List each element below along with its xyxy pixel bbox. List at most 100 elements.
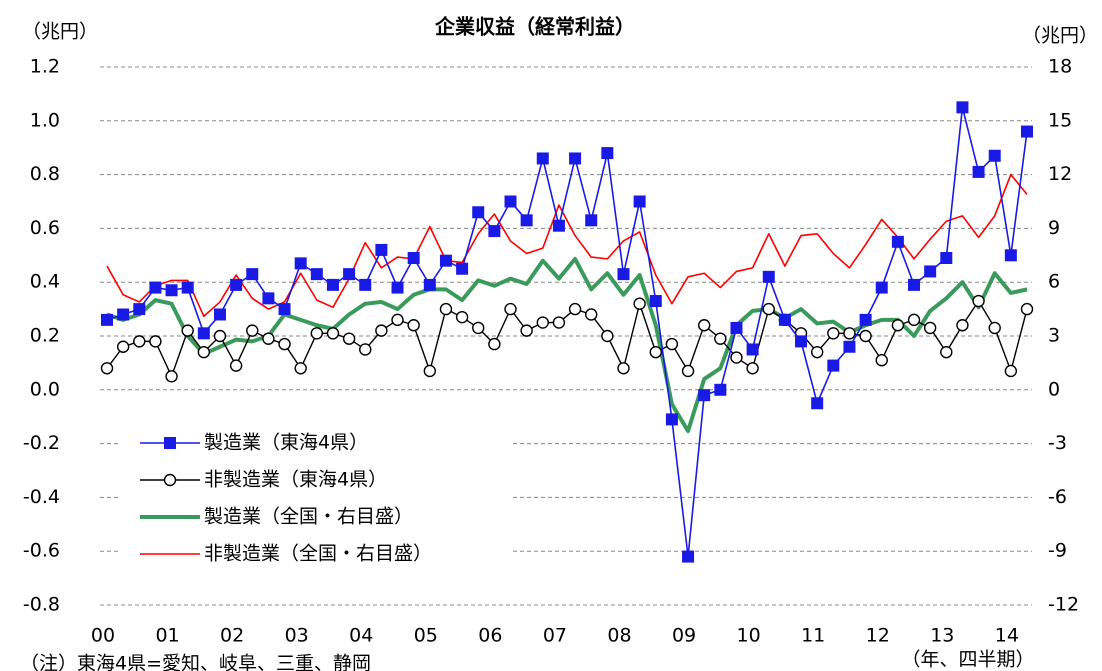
marker bbox=[455, 310, 469, 324]
marker bbox=[682, 550, 695, 563]
marker bbox=[988, 149, 1001, 162]
marker bbox=[391, 313, 404, 327]
marker bbox=[956, 319, 969, 332]
marker bbox=[488, 337, 501, 351]
x-tick-label: 06 bbox=[478, 625, 502, 647]
x-tick-label: 02 bbox=[220, 625, 244, 647]
x-tick-label: 00 bbox=[91, 625, 115, 647]
marker bbox=[472, 206, 485, 219]
marker bbox=[133, 303, 146, 316]
marker bbox=[439, 302, 453, 316]
marker bbox=[117, 308, 130, 321]
marker bbox=[246, 324, 259, 337]
x-tick-label: 12 bbox=[866, 625, 890, 647]
marker bbox=[326, 327, 340, 340]
marker bbox=[407, 319, 420, 332]
marker bbox=[133, 335, 146, 348]
y2-tick-label: -9 bbox=[1048, 540, 1067, 562]
marker bbox=[633, 297, 646, 310]
marker bbox=[149, 281, 162, 294]
marker bbox=[681, 364, 695, 378]
marker bbox=[795, 335, 808, 348]
marker bbox=[504, 195, 517, 208]
x-tick-label: 03 bbox=[285, 625, 309, 647]
marker bbox=[294, 362, 307, 375]
marker bbox=[875, 354, 888, 367]
x-tick-label: 04 bbox=[349, 625, 373, 647]
marker bbox=[923, 321, 937, 335]
y2-tick-label: 6 bbox=[1048, 271, 1060, 293]
legend-label: 非製造業（全国・右目盛） bbox=[204, 543, 432, 565]
marker bbox=[1004, 249, 1017, 262]
marker bbox=[359, 343, 372, 356]
marker bbox=[649, 295, 662, 308]
y-tick-label: -0.8 bbox=[23, 594, 60, 616]
marker bbox=[940, 345, 953, 359]
marker bbox=[778, 313, 791, 326]
marker bbox=[891, 235, 904, 248]
y2-tick-label: 3 bbox=[1048, 325, 1060, 347]
marker bbox=[197, 345, 211, 359]
marker bbox=[907, 313, 921, 327]
legend-marker bbox=[163, 473, 177, 487]
y-tick-label: 1.0 bbox=[30, 109, 60, 131]
marker bbox=[859, 313, 872, 326]
marker bbox=[730, 321, 743, 334]
y-tick-label: 0.4 bbox=[30, 271, 60, 293]
y-tick-label: -0.6 bbox=[23, 540, 60, 562]
marker bbox=[972, 294, 985, 308]
marker bbox=[552, 316, 566, 329]
marker bbox=[827, 359, 840, 372]
y2-tick-label: -6 bbox=[1048, 486, 1067, 508]
marker bbox=[246, 268, 259, 281]
marker bbox=[536, 316, 549, 329]
marker bbox=[359, 278, 372, 291]
marker bbox=[633, 195, 646, 208]
marker bbox=[310, 268, 323, 281]
marker bbox=[665, 413, 678, 426]
marker bbox=[262, 292, 275, 305]
y2-unit: （兆円） bbox=[1022, 25, 1098, 47]
y-tick-label: 0.8 bbox=[30, 163, 60, 185]
marker bbox=[891, 319, 905, 332]
marker bbox=[165, 370, 178, 383]
marker bbox=[213, 329, 227, 343]
marker bbox=[294, 257, 307, 270]
marker bbox=[972, 165, 985, 178]
marker bbox=[601, 147, 614, 160]
marker bbox=[342, 332, 356, 345]
marker bbox=[1004, 364, 1018, 378]
marker bbox=[746, 343, 759, 356]
y-tick-label: 0.6 bbox=[30, 217, 60, 239]
marker bbox=[617, 268, 630, 281]
marker bbox=[439, 254, 452, 267]
series-line bbox=[106, 300, 1028, 378]
chart-title: 企業収益（経常利益） bbox=[434, 15, 635, 39]
marker bbox=[536, 152, 549, 165]
x-tick-label: 01 bbox=[155, 625, 179, 647]
marker bbox=[504, 302, 517, 316]
marker bbox=[908, 278, 921, 291]
x-tick-label: 09 bbox=[672, 625, 696, 647]
y2-tick-label: -3 bbox=[1048, 432, 1067, 454]
marker bbox=[262, 332, 275, 345]
marker bbox=[181, 324, 194, 337]
marker bbox=[827, 327, 840, 340]
marker bbox=[520, 324, 533, 337]
y-tick-label: 0.2 bbox=[30, 325, 60, 347]
marker bbox=[617, 362, 630, 375]
marker bbox=[101, 313, 113, 326]
marker bbox=[520, 214, 533, 227]
marker bbox=[100, 362, 114, 375]
marker bbox=[552, 219, 565, 232]
marker bbox=[762, 270, 775, 283]
x-tick-label: 14 bbox=[995, 625, 1019, 647]
marker bbox=[197, 327, 210, 340]
marker bbox=[488, 225, 501, 238]
y2-tick-label: 0 bbox=[1048, 378, 1060, 400]
x-tick-label: 05 bbox=[414, 625, 438, 647]
marker bbox=[762, 302, 775, 316]
marker bbox=[326, 278, 339, 291]
marker bbox=[714, 332, 727, 345]
